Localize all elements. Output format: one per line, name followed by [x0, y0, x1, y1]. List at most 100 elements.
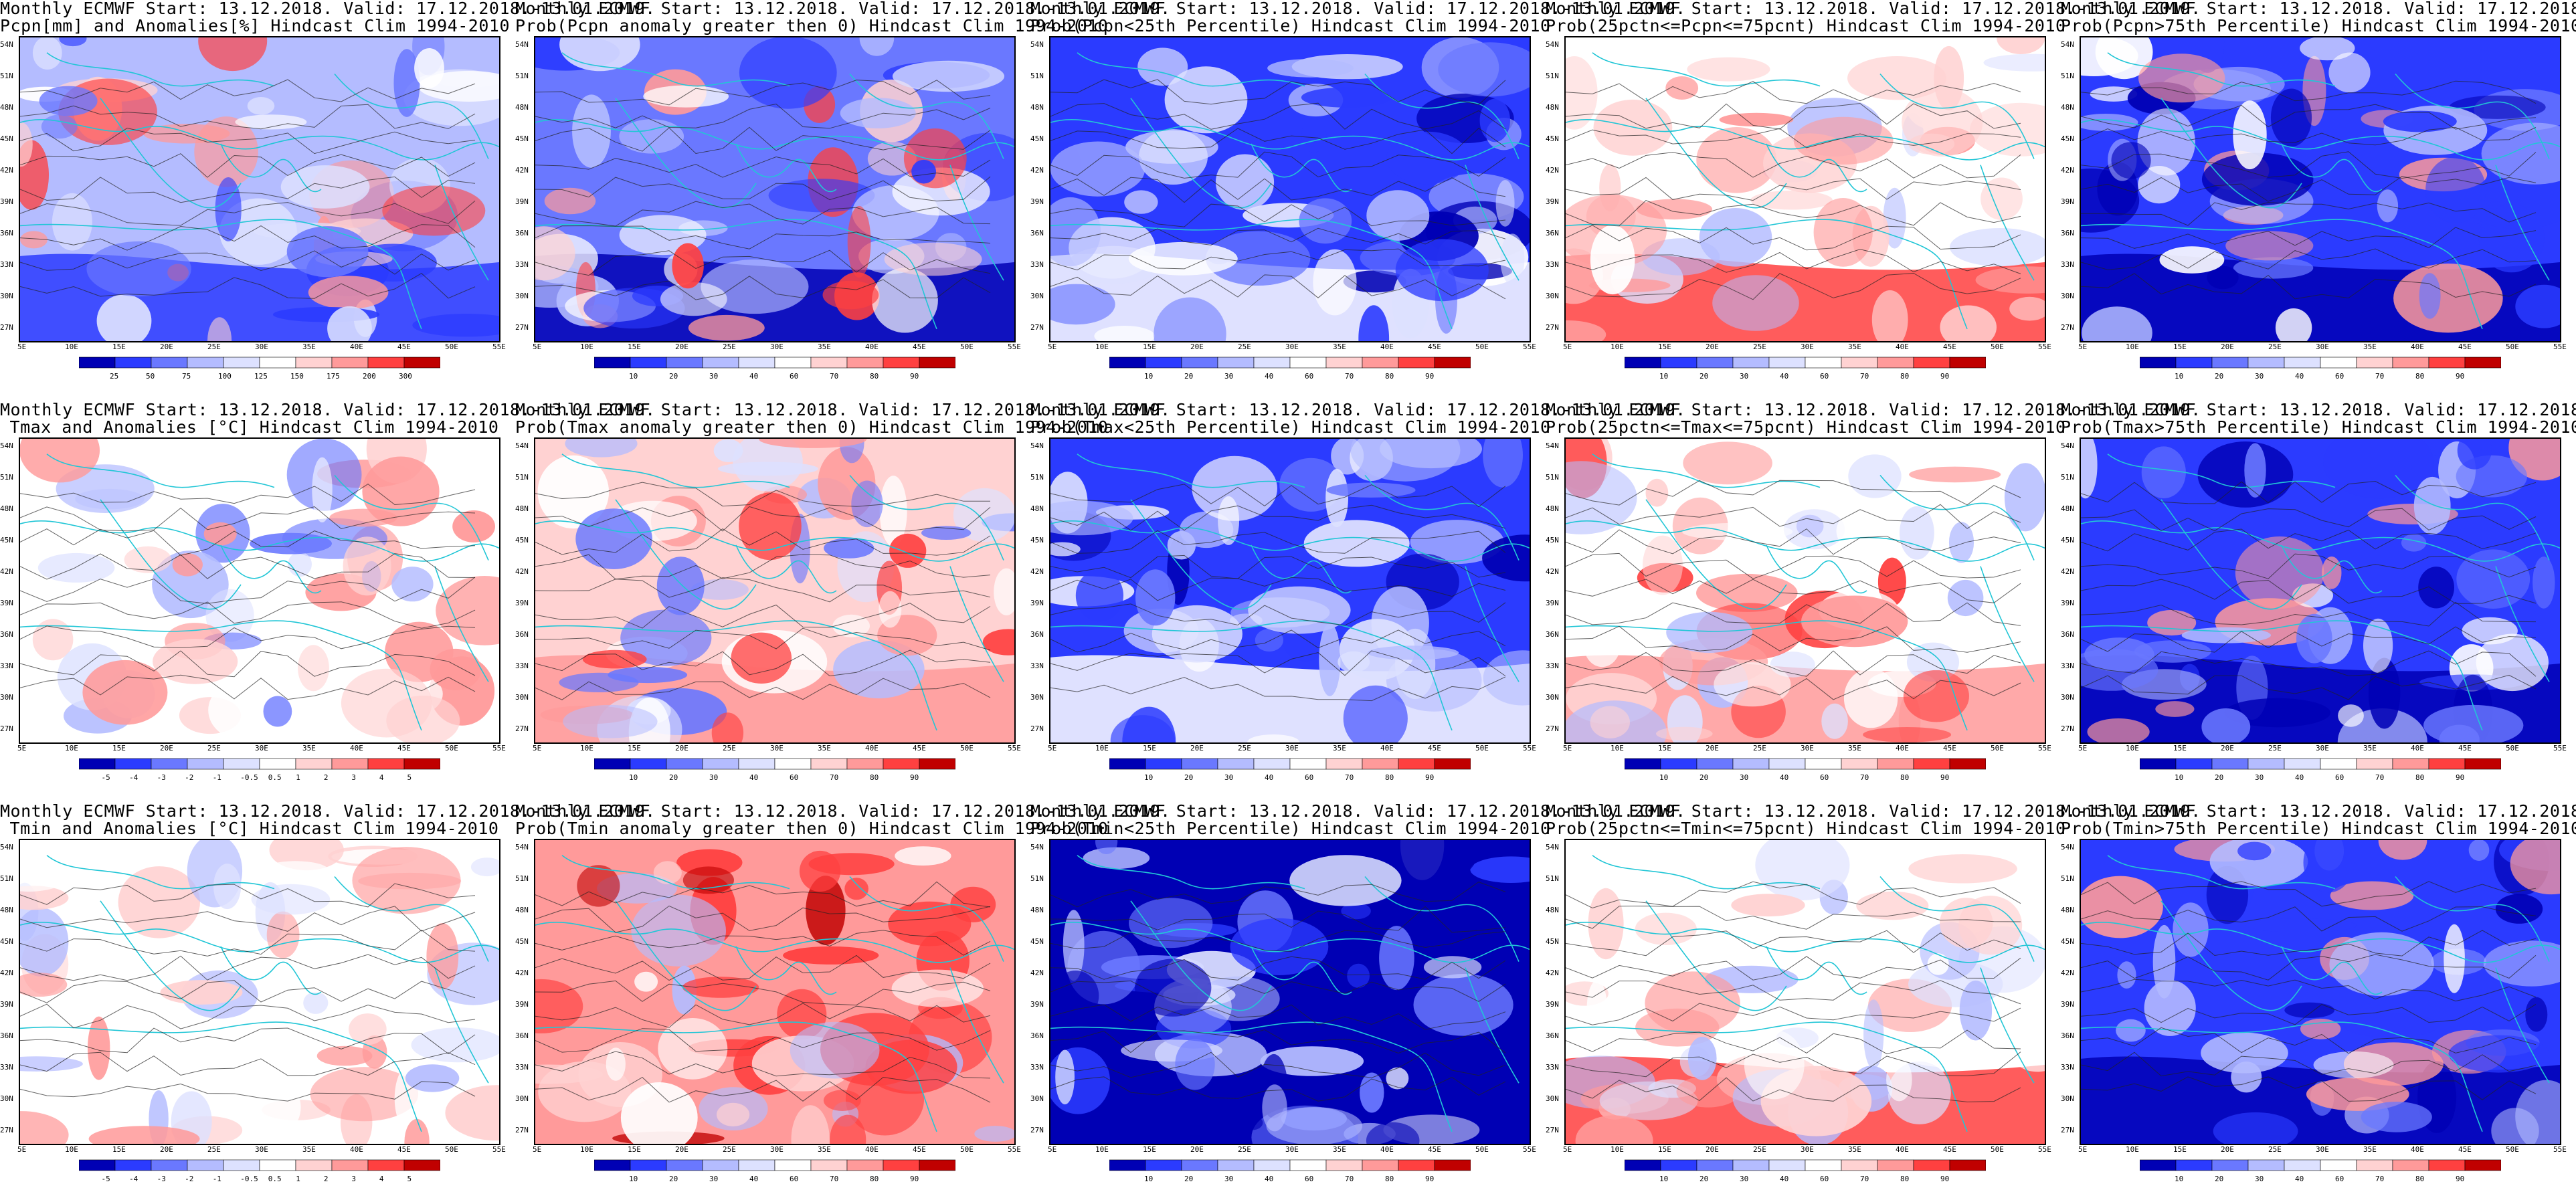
colorbar-tick-label: -1: [212, 1175, 221, 1183]
latitude-label: 33N: [1546, 260, 1559, 269]
colorbar-segment: [2464, 1159, 2502, 1171]
latitude-label: 30N: [1546, 693, 1559, 702]
latitude-label: 27N: [0, 1126, 13, 1134]
map-svg: [535, 840, 1014, 1144]
colorbar-segment: [774, 357, 812, 369]
field-patch: [582, 649, 647, 669]
colorbar-segment: [2464, 758, 2502, 770]
contour-line: [535, 1051, 991, 1079]
colorbar-segment: [1434, 758, 1471, 770]
panel-title: Monthly ECMWF Start: 13.12.2018. Valid: …: [515, 803, 1170, 837]
colorbar-segment: [1398, 1159, 1435, 1171]
colorbar-tick-label: 175: [327, 372, 340, 381]
colorbar-segment: [1877, 357, 1914, 369]
latitude-label: 42N: [1030, 969, 1044, 977]
coastline: [100, 499, 242, 610]
contour-line: [20, 553, 476, 580]
colorbar-segment: [1913, 758, 1950, 770]
panel-title: Monthly ECMWF Start: 13.12.2018. Valid: …: [515, 401, 1170, 436]
longitude-label: 10E: [1611, 1145, 1624, 1154]
colorbar-tick-label: 60: [2335, 773, 2344, 782]
field-patch: [691, 579, 749, 600]
panel-title-line2: Tmax and Anomalies [°C] Hindcast Clim 19…: [9, 417, 499, 437]
colorbar-tick-label: 20: [1699, 1175, 1709, 1183]
longitude-label: 35E: [1333, 1145, 1346, 1154]
field-patch: [124, 546, 172, 573]
field-patch: [1645, 971, 1740, 1035]
map-field: [1564, 36, 2046, 342]
field-patch: [1575, 1115, 1653, 1144]
field-patch: [2393, 264, 2503, 333]
field-patch: [2275, 308, 2312, 341]
field-patch: [39, 86, 98, 116]
colorbar-tick-label: 4: [379, 773, 384, 782]
field-patch: [1813, 198, 1873, 267]
latitude-label: 54N: [1546, 441, 1559, 450]
field-patch: [535, 226, 575, 281]
field-patch: [1863, 999, 1884, 1070]
longitude-label: 25E: [723, 744, 736, 752]
colorbar-segment: [403, 1159, 441, 1171]
field-patch: [2515, 1080, 2560, 1144]
field-patch: [96, 294, 152, 341]
longitude-label: 25E: [723, 342, 736, 351]
field-patch: [251, 884, 331, 915]
latitude-label: 48N: [2061, 103, 2074, 112]
colorbar-tick-label: 80: [1385, 1175, 1394, 1183]
colorbar: [1109, 757, 1471, 771]
contour-line: [20, 127, 476, 155]
field-patch: [2533, 557, 2555, 609]
contour-line: [1050, 882, 1506, 908]
longitude-label: 55E: [2553, 1145, 2567, 1154]
coastline: [334, 474, 489, 561]
colorbar-segment: [1253, 1159, 1291, 1171]
colorbar-segment: [593, 1159, 631, 1171]
longitude-label: 10E: [1611, 744, 1624, 752]
field-patch: [436, 576, 499, 645]
colorbar-tick-label: 70: [830, 773, 839, 782]
field-patch: [404, 1118, 430, 1144]
field-patch: [1643, 535, 1683, 595]
colorbar-segment: [1217, 357, 1255, 369]
field-patch: [559, 37, 640, 72]
coastline: [1050, 520, 1530, 562]
longitude-label: 40E: [2411, 1145, 2424, 1154]
field-patch: [2007, 1019, 2045, 1072]
colorbar-tick-label: 90: [910, 372, 919, 381]
contour-line: [20, 483, 476, 506]
colorbar-tick-label: 75: [182, 372, 191, 381]
latitude-label: 36N: [515, 229, 529, 237]
field-patch: [1175, 1039, 1215, 1090]
field-patch: [1230, 918, 1329, 975]
field-patch: [577, 865, 620, 907]
coastline: [949, 967, 1004, 1084]
latitude-label: 42N: [515, 969, 529, 977]
longitude-label: 45E: [2458, 1145, 2472, 1154]
longitude-label: 5E: [17, 342, 27, 351]
colorbar-tick-label: 80: [870, 372, 879, 381]
longitude-label: 15E: [1143, 744, 1156, 752]
longitude-label: 20E: [1706, 1145, 1719, 1154]
latitude-label: 48N: [1030, 504, 1044, 513]
longitude-label: 50E: [960, 744, 974, 752]
contour-line: [20, 577, 476, 604]
contour-line: [20, 650, 476, 678]
field-patch: [1325, 468, 1348, 528]
colorbar-segment: [2139, 1159, 2177, 1171]
latitude-label: 48N: [515, 906, 529, 914]
colorbar-tick-label: 30: [709, 773, 719, 782]
contour-line: [2081, 528, 2537, 552]
field-patch: [823, 1090, 861, 1111]
colorbar-segment: [666, 1159, 703, 1171]
latitude-label: 45N: [2061, 937, 2074, 946]
colorbar-segment: [810, 357, 848, 369]
coastline: [615, 499, 757, 610]
latitude-label: 27N: [1546, 1126, 1559, 1134]
coastline: [334, 73, 489, 159]
colorbar-tick-label: 30: [2255, 1175, 2264, 1183]
latitude-label: 45N: [1030, 134, 1044, 143]
latitude-label: 45N: [1546, 937, 1559, 946]
coastline: [1077, 454, 1305, 488]
coastline: [1980, 566, 2035, 682]
field-patch: [682, 977, 759, 998]
